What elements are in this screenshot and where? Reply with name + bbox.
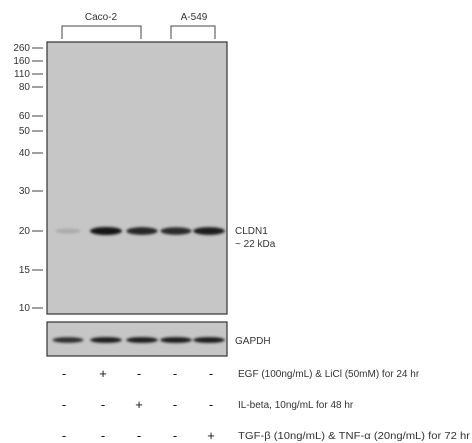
sign-egf-lane-2: +: [99, 366, 107, 381]
cldn1-band-row: [55, 227, 225, 235]
treatment-label-il-beta: IL-beta, 10ng/mL for 48 hr: [238, 400, 354, 411]
sign-tgf-lane-2: -: [101, 428, 105, 443]
mw-marker-20: 20: [19, 226, 31, 237]
treatment-label-tgf-tnf: TGF-β (10ng/mL) & TNF-α (20ng/mL) for 72…: [238, 431, 471, 442]
sign-tgf-lane-4: -: [173, 428, 177, 443]
group-label-a549: A-549: [170, 12, 216, 39]
group-label-caco2-text: Caco-2: [85, 12, 118, 23]
sign-egf-lane-1: -: [62, 366, 66, 381]
mw-marker-ladder: 260 160 110 80 60 50 40 30 20 15 10: [13, 43, 43, 314]
cldn1-band-lane-1: [55, 228, 81, 234]
group-bracket-caco2: [61, 25, 142, 39]
sign-tgf-lane-5: +: [207, 428, 215, 443]
treatment-row-tgf-tnf: - - - - + TGF-β (10ng/mL) & TNF-α (20ng/…: [62, 428, 471, 443]
treatment-row-il-beta: - - + - - IL-beta, 10ng/mL for 48 hr: [62, 397, 354, 412]
sign-il-lane-3: +: [135, 397, 143, 412]
sign-il-lane-5: -: [209, 397, 213, 412]
cldn1-band-lane-4: [160, 227, 192, 235]
sign-tgf-lane-1: -: [62, 428, 66, 443]
sign-egf-lane-3: -: [137, 366, 141, 381]
mw-marker-10: 10: [19, 303, 31, 314]
gapdh-band-lane-2: [90, 337, 122, 343]
mw-marker-80: 80: [19, 82, 31, 93]
group-label-a549-text: A-549: [181, 12, 208, 23]
mw-marker-110: 110: [14, 69, 30, 80]
target-band-name: CLDN1: [235, 226, 268, 237]
sign-egf-lane-4: -: [173, 366, 177, 381]
target-band-size: ~ 22 kDa: [235, 239, 276, 250]
group-label-caco2: Caco-2: [61, 12, 142, 39]
sign-tgf-lane-3: -: [137, 428, 141, 443]
blot-main-panel: [46, 41, 228, 315]
group-bracket-a549: [170, 25, 216, 39]
mw-marker-40: 40: [19, 148, 31, 159]
sign-il-lane-4: -: [173, 397, 177, 412]
cldn1-band-lane-2: [90, 227, 122, 235]
treatment-label-egf: EGF (100ng/mL) & LiCl (50mM) for 24 hr: [238, 369, 420, 380]
mw-marker-50: 50: [19, 126, 31, 137]
mw-marker-60: 60: [19, 111, 31, 122]
mw-marker-260: 260: [13, 43, 30, 54]
gapdh-band-row: [52, 337, 225, 343]
sign-egf-lane-5: -: [209, 366, 213, 381]
gapdh-band-lane-1: [52, 337, 84, 343]
mw-marker-15: 15: [19, 265, 31, 276]
cldn1-band-lane-3: [126, 227, 158, 235]
sign-il-lane-2: -: [101, 397, 105, 412]
mw-marker-160: 160: [13, 56, 30, 67]
gapdh-band-lane-5: [193, 337, 225, 343]
sign-il-lane-1: -: [62, 397, 66, 412]
mw-marker-30: 30: [19, 186, 31, 197]
cldn1-band-lane-5: [193, 227, 225, 235]
gapdh-band-lane-3: [126, 337, 158, 343]
gapdh-band-lane-4: [160, 337, 192, 343]
loading-control-label: GAPDH: [235, 336, 271, 347]
treatment-row-egf: - + - - - EGF (100ng/mL) & LiCl (50mM) f…: [62, 366, 420, 381]
